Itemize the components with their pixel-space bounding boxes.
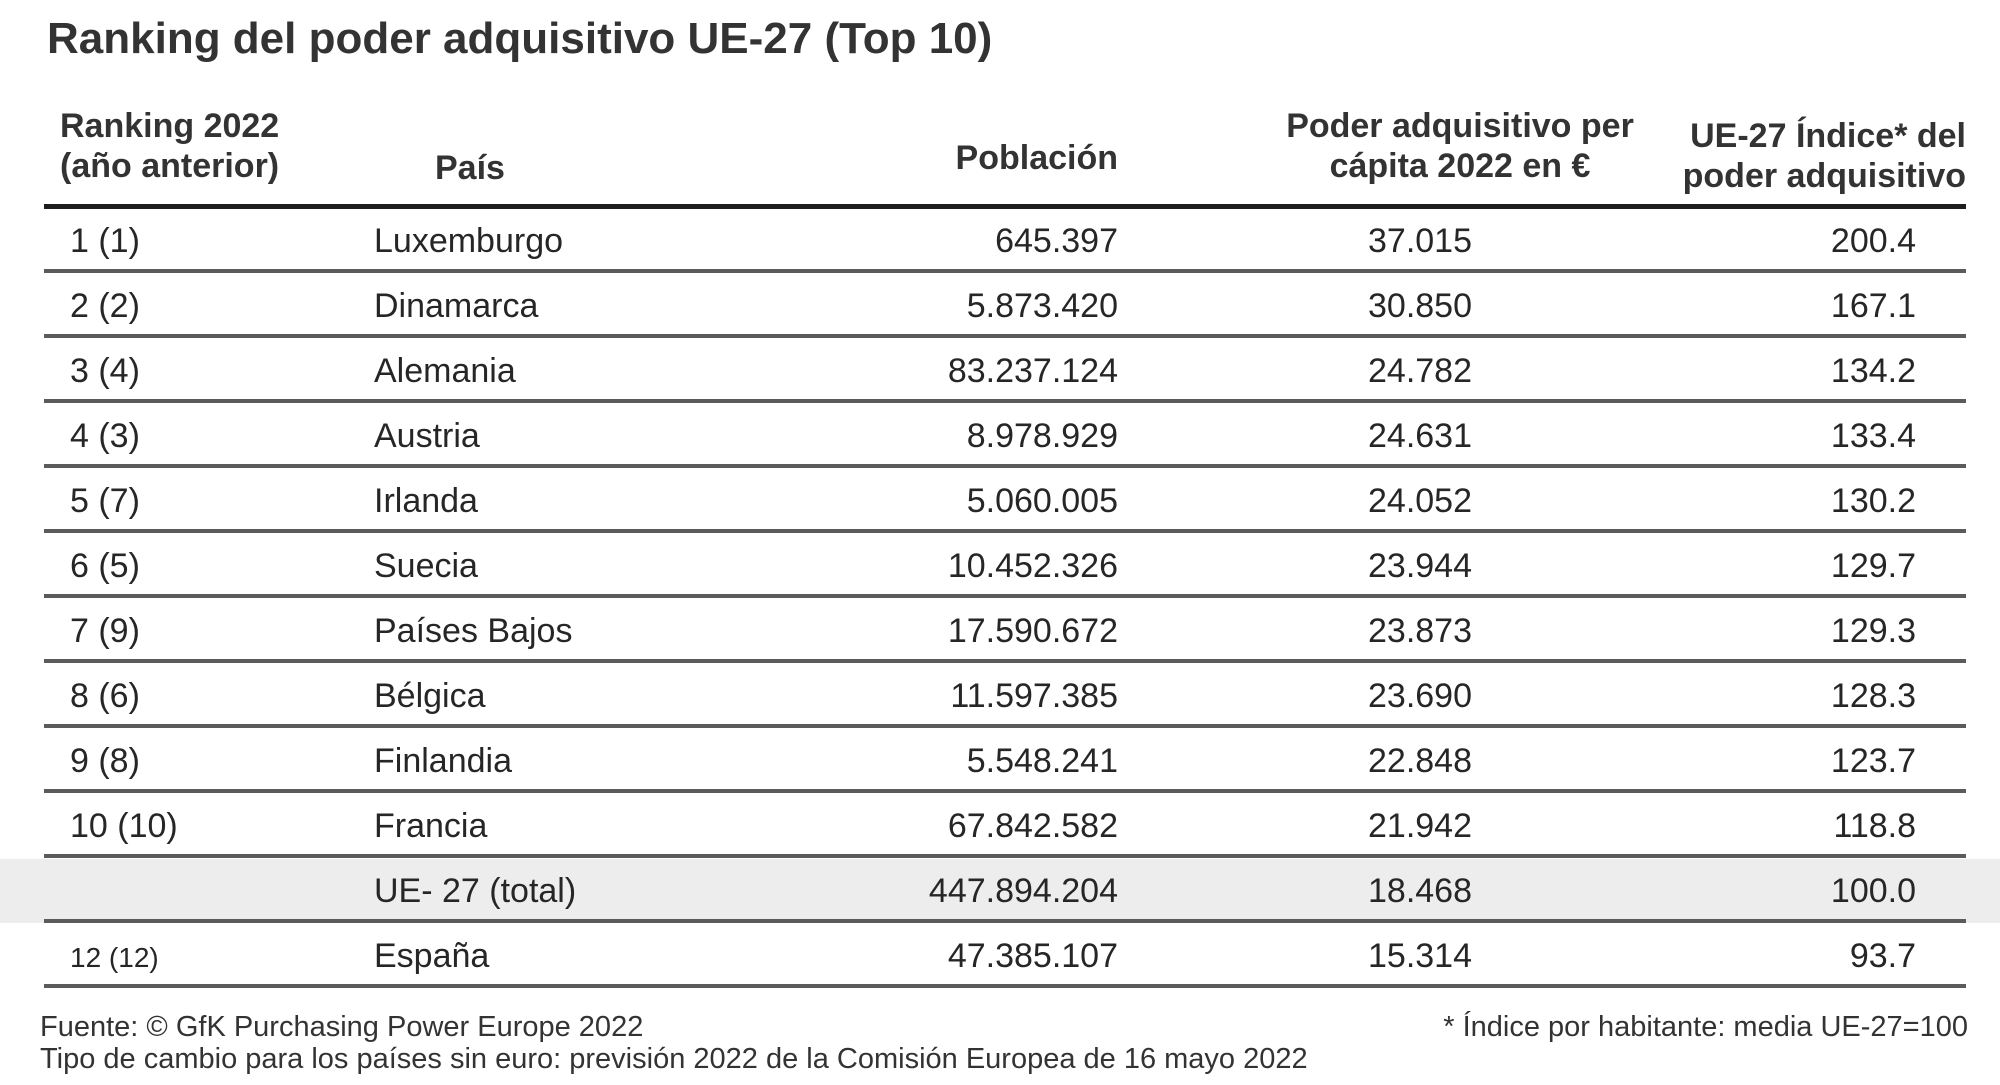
cell-country: Irlanda: [374, 482, 478, 520]
cell-index: 128.3: [1830, 677, 1916, 715]
cell-index: 93.7: [1849, 937, 1916, 975]
header-index-line1: UE-27 Índice* del: [1690, 117, 1966, 155]
cell-rank: 9 (8): [70, 742, 140, 780]
cell-country: Países Bajos: [374, 612, 573, 650]
cell-purchasing-power: 22.848: [1368, 742, 1472, 780]
row-divider: [44, 724, 1966, 728]
cell-population: 8.978.929: [966, 417, 1118, 455]
cell-country: Finlandia: [374, 742, 512, 780]
table-row: 8 (6) Bélgica 11.597.385 23.690 128.3: [0, 664, 2000, 728]
header-index: UE-27 Índice* del poder adquisitivo: [1640, 116, 1966, 196]
cell-country: Austria: [374, 417, 480, 455]
cell-purchasing-power: 18.468: [1368, 872, 1472, 910]
table-row: 9 (8) Finlandia 5.548.241 22.848 123.7: [0, 729, 2000, 793]
cell-population: 83.237.124: [947, 352, 1118, 390]
cell-population: 447.894.204: [928, 872, 1118, 910]
header-purchasing-power-line1: Poder adquisitivo per: [1286, 107, 1634, 145]
table-row: 5 (7) Irlanda 5.060.005 24.052 130.2: [0, 469, 2000, 533]
cell-purchasing-power: 24.782: [1368, 352, 1472, 390]
header-purchasing-power-line2: cápita 2022 en €: [1329, 147, 1591, 185]
cell-index: 133.4: [1830, 417, 1916, 455]
cell-rank: 2 (2): [70, 287, 140, 325]
row-divider: [44, 269, 1966, 273]
table-row: 2 (2) Dinamarca 5.873.420 30.850 167.1: [0, 274, 2000, 338]
header-country: País: [435, 149, 505, 187]
cell-rank: 3 (4): [70, 352, 140, 390]
cell-rank: 12 (12): [70, 942, 159, 973]
table-row: 1 (1) Luxemburgo 645.397 37.015 200.4: [0, 209, 2000, 273]
row-divider: [44, 984, 1966, 988]
cell-purchasing-power: 30.850: [1368, 287, 1472, 325]
header-divider: [44, 204, 1966, 209]
cell-rank: 5 (7): [70, 482, 140, 520]
cell-index: 200.4: [1830, 222, 1916, 260]
cell-population: 645.397: [995, 222, 1118, 260]
cell-index: 129.7: [1830, 547, 1916, 585]
cell-purchasing-power: 24.631: [1368, 417, 1472, 455]
cell-population: 67.842.582: [947, 807, 1118, 845]
cell-purchasing-power: 23.873: [1368, 612, 1472, 650]
cell-rank: 8 (6): [70, 677, 140, 715]
cell-index: 129.3: [1830, 612, 1916, 650]
table-row: 10 (10) Francia 67.842.582 21.942 118.8: [0, 794, 2000, 858]
cell-country: Luxemburgo: [374, 222, 564, 260]
table-row: 12 (12) España 47.385.107 15.314 93.7: [0, 924, 2000, 988]
cell-population: 5.548.241: [966, 742, 1118, 780]
table-row: 3 (4) Alemania 83.237.124 24.782 134.2: [0, 339, 2000, 403]
exchange-rate-note: Tipo de cambio para los países sin euro:…: [40, 1043, 1308, 1075]
cell-country: Dinamarca: [374, 287, 539, 325]
cell-rank: 7 (9): [70, 612, 140, 650]
cell-index: 118.8: [1833, 807, 1916, 845]
header-index-line2: poder adquisitivo: [1682, 157, 1966, 195]
cell-population: 47.385.107: [947, 937, 1118, 975]
table-row: 4 (3) Austria 8.978.929 24.631 133.4: [0, 404, 2000, 468]
cell-index: 134.2: [1830, 352, 1916, 390]
table-title: Ranking del poder adquisitivo UE-27 (Top…: [47, 14, 993, 63]
row-divider: [44, 529, 1966, 533]
header-ranking: Ranking 2022 (año anterior): [60, 106, 279, 186]
cell-population: 5.060.005: [966, 482, 1118, 520]
cell-population: 10.452.326: [947, 547, 1118, 585]
cell-purchasing-power: 37.015: [1368, 222, 1472, 260]
cell-population: 5.873.420: [966, 287, 1118, 325]
header-population: Población: [955, 139, 1118, 177]
table-row: 7 (9) Países Bajos 17.590.672 23.873 129.3: [0, 599, 2000, 663]
cell-country: Bélgica: [374, 677, 486, 715]
cell-country: España: [374, 937, 490, 975]
cell-country: Suecia: [374, 547, 478, 585]
cell-purchasing-power: 23.944: [1368, 547, 1472, 585]
source-note: Fuente: © GfK Purchasing Power Europe 20…: [40, 1011, 644, 1043]
table-row-total: UE- 27 (total) 447.894.204 18.468 100.0: [0, 859, 2000, 923]
cell-purchasing-power: 21.942: [1368, 807, 1472, 845]
row-divider: [44, 594, 1966, 598]
cell-rank: 4 (3): [70, 417, 140, 455]
header-purchasing-power: Poder adquisitivo per cápita 2022 en €: [1240, 106, 1680, 186]
cell-rank: 6 (5): [70, 547, 140, 585]
cell-purchasing-power: 24.052: [1368, 482, 1472, 520]
cell-index: 123.7: [1830, 742, 1916, 780]
cell-population: 11.597.385: [950, 677, 1118, 715]
index-note: * Índice por habitante: media UE-27=100: [1443, 1011, 1968, 1043]
cell-rank: 10 (10): [70, 807, 178, 845]
row-divider: [44, 854, 1966, 858]
row-divider: [44, 789, 1966, 793]
row-divider: [44, 659, 1966, 663]
cell-country: Alemania: [374, 352, 516, 390]
cell-country: UE- 27 (total): [374, 872, 577, 910]
cell-purchasing-power: 23.690: [1368, 677, 1472, 715]
row-divider: [44, 334, 1966, 338]
row-divider: [44, 464, 1966, 468]
header-ranking-line1: Ranking 2022: [60, 107, 280, 145]
table-row: 6 (5) Suecia 10.452.326 23.944 129.7: [0, 534, 2000, 598]
row-divider: [44, 919, 1966, 923]
cell-index: 130.2: [1830, 482, 1916, 520]
cell-population: 17.590.672: [947, 612, 1118, 650]
cell-rank: 1 (1): [70, 222, 140, 260]
cell-index: 100.0: [1830, 872, 1916, 910]
cell-country: Francia: [374, 807, 488, 845]
cell-index: 167.1: [1830, 287, 1916, 325]
row-divider: [44, 399, 1966, 403]
cell-purchasing-power: 15.314: [1368, 937, 1472, 975]
header-ranking-line2: (año anterior): [60, 147, 280, 185]
